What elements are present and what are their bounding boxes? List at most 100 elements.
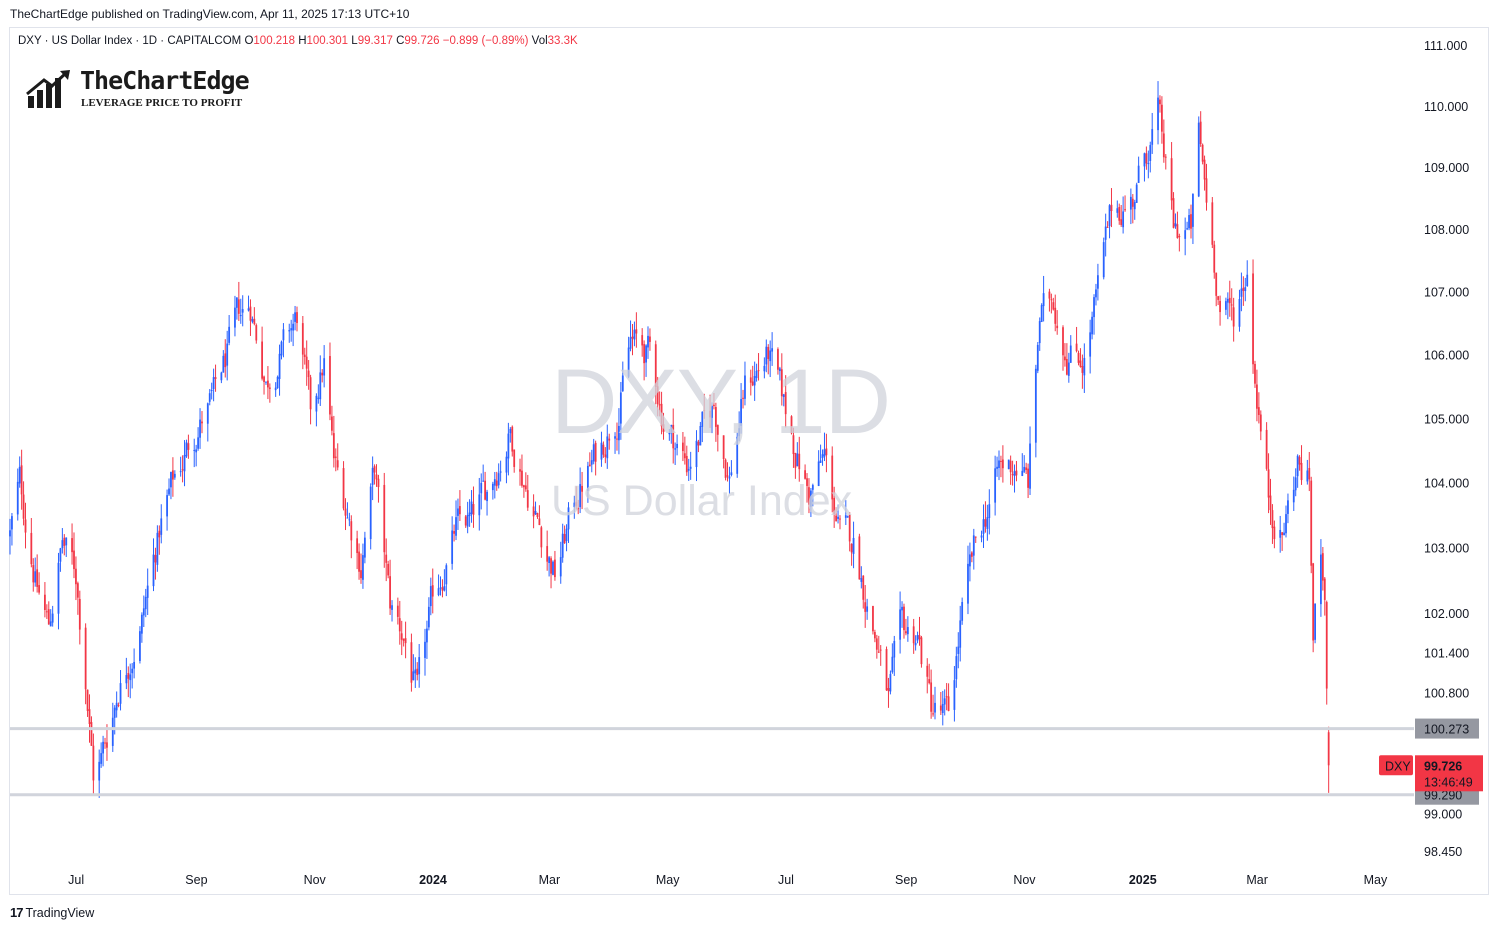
- candle-body: [633, 329, 636, 340]
- candle-body: [451, 530, 454, 564]
- candle-body: [160, 518, 163, 535]
- candle-body: [1244, 287, 1247, 292]
- candle-body: [771, 348, 774, 352]
- candle-body: [1211, 202, 1214, 245]
- candle-body: [600, 442, 603, 460]
- candle-body: [823, 449, 826, 457]
- candle-body: [753, 375, 756, 386]
- candle-body: [212, 377, 215, 390]
- candle-body: [1269, 495, 1272, 511]
- candle-body: [154, 555, 157, 563]
- candle-body: [825, 448, 828, 456]
- candle-body: [1025, 467, 1028, 470]
- candle-body: [113, 707, 116, 718]
- candle-body: [1000, 460, 1002, 462]
- candle-body: [336, 460, 339, 468]
- candle-body: [1308, 467, 1311, 480]
- candle-body: [784, 392, 787, 415]
- symbol-description[interactable]: DXY · US Dollar Index · 1D · CAPITALCOM: [18, 35, 242, 47]
- candle-body: [261, 341, 263, 379]
- candle-body: [682, 442, 684, 452]
- candle-body: [495, 480, 498, 487]
- candle-body: [86, 689, 89, 711]
- candle-body: [396, 605, 399, 617]
- candle-body: [1104, 226, 1107, 240]
- candle-body: [939, 705, 942, 711]
- candle-body: [457, 508, 459, 516]
- candle-body: [619, 392, 622, 424]
- candle-body: [887, 688, 890, 692]
- candle-body: [1201, 144, 1204, 162]
- candle-body: [594, 442, 597, 462]
- tradingview-logo-icon: 17: [10, 905, 24, 920]
- volume-key: Vol: [531, 35, 548, 47]
- candle-body: [133, 661, 136, 669]
- candle-body: [505, 456, 508, 473]
- candle-body: [852, 537, 855, 554]
- candle-body: [658, 404, 661, 406]
- candle-body: [858, 536, 861, 580]
- candle-body: [676, 443, 678, 449]
- candle-body: [1238, 299, 1241, 327]
- candle-body: [507, 433, 510, 459]
- candle-body: [1184, 230, 1187, 239]
- candle-body: [573, 502, 576, 507]
- candle-body: [839, 518, 841, 520]
- candle-body: [426, 628, 428, 643]
- candle-body: [253, 318, 256, 324]
- candle-body: [1273, 526, 1276, 540]
- candle-body: [763, 365, 766, 372]
- candle-body: [1310, 480, 1313, 566]
- candle-body: [1267, 469, 1270, 498]
- candle-body: [499, 471, 502, 473]
- candle-body: [47, 609, 50, 625]
- candle-body: [850, 543, 853, 553]
- candle-body: [1110, 204, 1113, 211]
- candle-body: [168, 488, 170, 495]
- price-axis: 111.000 110.000 109.000 108.000 107.000 106.0…: [1424, 39, 1469, 859]
- candle-body: [519, 469, 521, 472]
- candle-body: [342, 468, 345, 509]
- candle-body: [400, 633, 403, 640]
- candle-body: [794, 453, 797, 468]
- logo-tagline: LEVERAGE PRICE TO PROFIT: [81, 97, 243, 109]
- price-tags: 100.273 99.290 DXY 99.726 13:46:49: [1379, 718, 1483, 805]
- candle-body: [1015, 470, 1018, 476]
- candle-body: [872, 606, 874, 632]
- candle-body: [57, 562, 60, 614]
- candle-body: [1077, 352, 1080, 363]
- candle-body: [1246, 274, 1249, 287]
- candle-body: [873, 632, 876, 639]
- chart-frame: [9, 27, 1489, 895]
- candle-body: [389, 576, 391, 609]
- candle-body: [1170, 158, 1173, 201]
- candle-body: [16, 481, 19, 515]
- candle-body: [998, 460, 1000, 469]
- candle-body: [796, 453, 799, 467]
- candle-body: [1129, 196, 1132, 210]
- candle-body: [1124, 209, 1126, 211]
- candle-body: [331, 416, 333, 431]
- high-key: H: [298, 35, 307, 47]
- candle-body: [509, 428, 512, 434]
- candle-body: [117, 704, 120, 706]
- candle-body: [1131, 198, 1134, 207]
- candle-body: [532, 506, 535, 517]
- candle-body: [912, 626, 915, 644]
- candle-body: [323, 358, 326, 376]
- candle-body: [699, 425, 702, 446]
- candle-body: [208, 393, 211, 402]
- candle-body: [247, 308, 250, 311]
- horizontal-levels: [10, 727, 1414, 797]
- candle-body: [1296, 455, 1299, 477]
- candle-body: [1159, 99, 1161, 105]
- candle-body: [1287, 500, 1289, 514]
- candle-body: [1029, 443, 1031, 489]
- candle-body: [1219, 300, 1221, 313]
- candle-body: [554, 559, 556, 578]
- tradingview-footer[interactable]: 17 TradingView: [10, 905, 94, 920]
- candle-body: [38, 585, 40, 593]
- candle-body: [575, 501, 578, 506]
- symbol-legend[interactable]: DXY · US Dollar Index · 1D · CAPITALCOM …: [18, 35, 578, 47]
